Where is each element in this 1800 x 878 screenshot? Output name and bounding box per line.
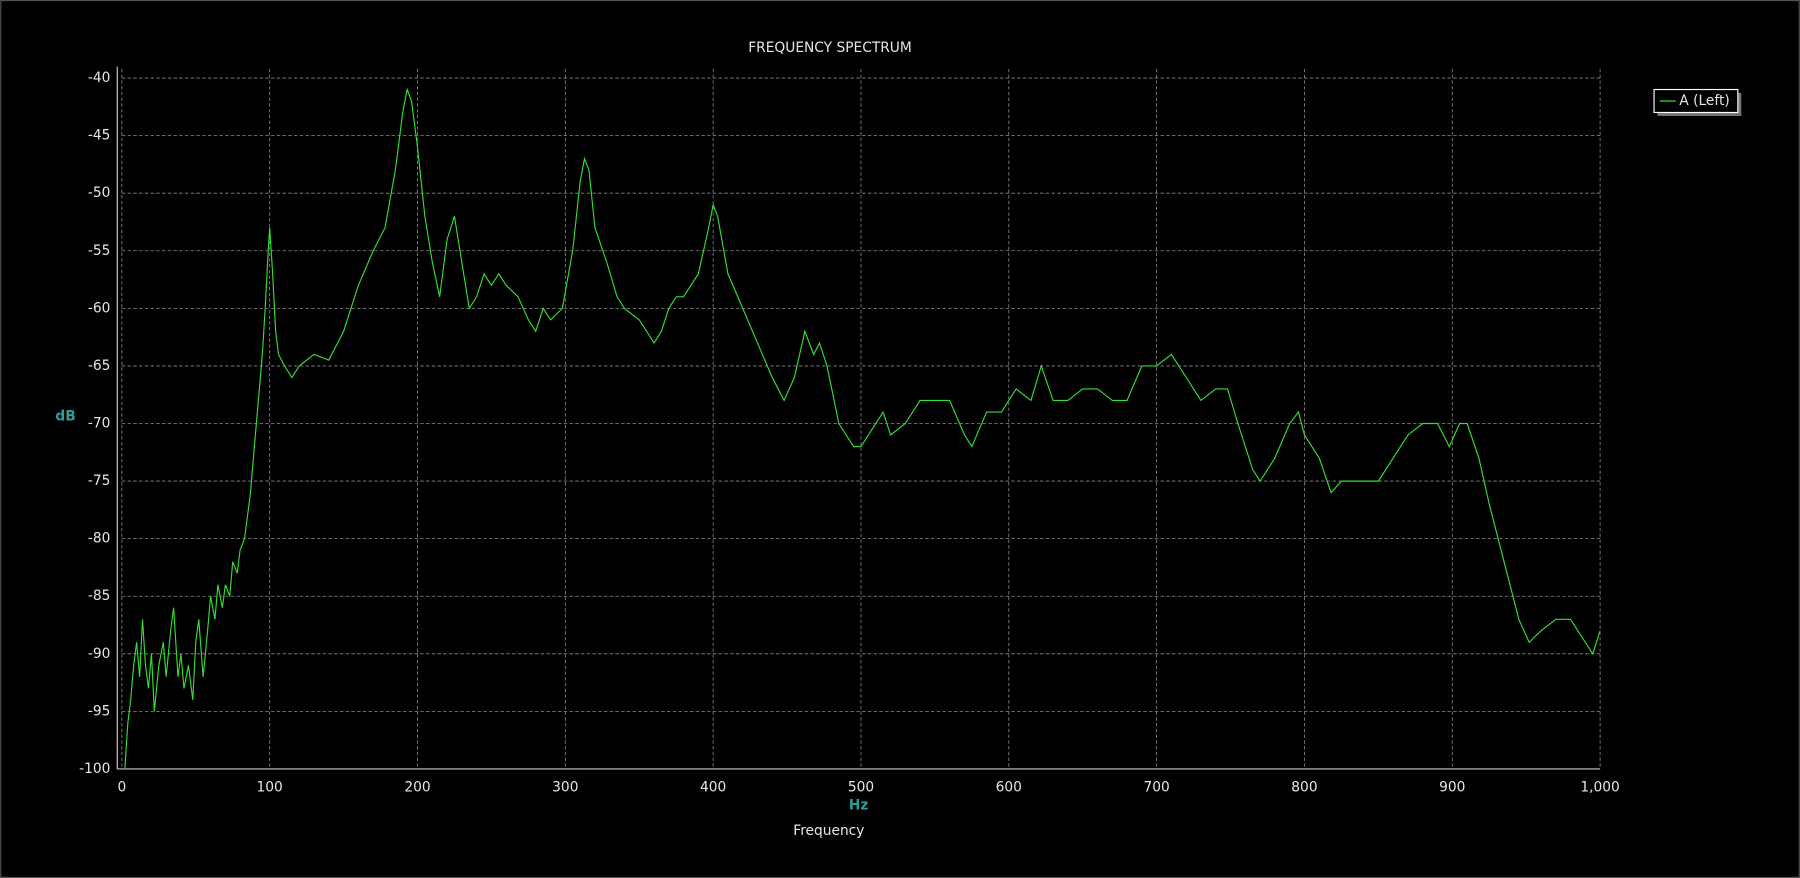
x-tick-label: 700 (1143, 779, 1169, 795)
y-tick-label: -40 (88, 70, 110, 86)
line-series (124, 87, 1601, 770)
y-tick-label: -95 (88, 703, 110, 719)
x-tick-label: 900 (1439, 779, 1465, 795)
y-tick-label: -90 (88, 646, 110, 662)
y-tick-label: -70 (88, 416, 110, 432)
y-tick-label: -60 (88, 300, 110, 316)
y-tick-label: -85 (88, 588, 110, 604)
x-tick-label: 1,000 (1580, 779, 1619, 795)
x-tick-label: 600 (996, 779, 1022, 795)
chart-title: FREQUENCY SPECTRUM (748, 40, 912, 56)
y-axis-title: dB (55, 409, 75, 425)
x-axis-unit: Hz (849, 798, 869, 814)
y-tick-label: -80 (88, 531, 110, 547)
y-tick-label: -75 (88, 473, 110, 489)
x-tick-label: 500 (848, 779, 874, 795)
x-tick-label: 0 (117, 779, 126, 795)
x-tick-label: 200 (404, 779, 430, 795)
x-tick-label: 300 (552, 779, 578, 795)
y-tick-label: -50 (88, 185, 110, 201)
y-tick-label: -55 (88, 243, 110, 259)
legend-box (1653, 88, 1739, 114)
y-tick-label: -65 (88, 358, 110, 374)
x-tick-label: 400 (700, 779, 726, 795)
y-tick-label: -45 (88, 128, 110, 144)
x-tick-label: 100 (257, 779, 283, 795)
x-axis-title: Frequency (793, 823, 864, 839)
y-tick-label: -100 (79, 761, 110, 777)
x-tick-label: 800 (1291, 779, 1317, 795)
legend-label: A (Left) (1679, 93, 1729, 109)
